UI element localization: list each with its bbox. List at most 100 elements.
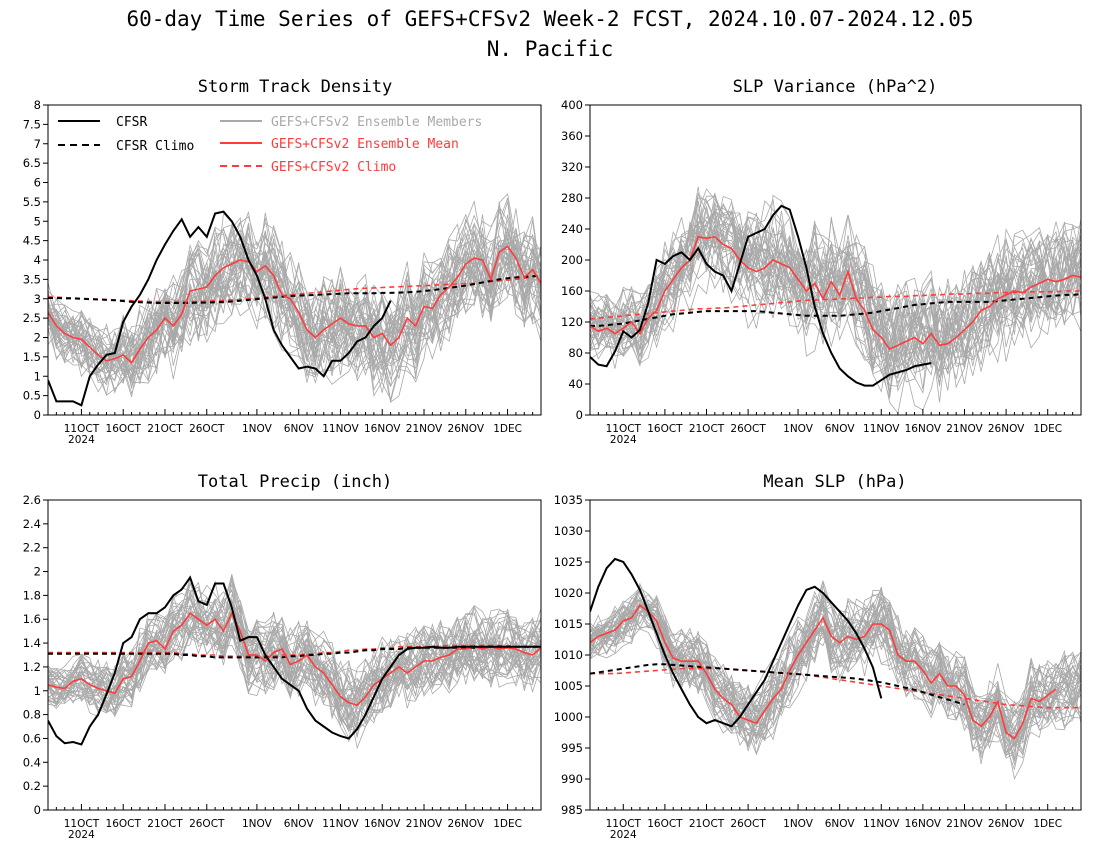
cfsr-climo-line (590, 663, 965, 706)
y-tick-label: 6.5 (23, 156, 41, 170)
cfsr-line (48, 210, 392, 407)
y-tick-label: 0 (576, 408, 583, 422)
y-tick-label: 1030 (554, 524, 583, 538)
x-tick-label: 21NOV (946, 423, 983, 435)
ensemble-members (48, 193, 541, 403)
y-tick-label: 2.4 (23, 517, 41, 531)
member-line (590, 210, 1081, 373)
member-line (48, 247, 541, 375)
member-line (590, 229, 1081, 393)
y-tick-label: 360 (561, 129, 583, 143)
x-tick-label: 16OCT (647, 818, 683, 830)
member-line (48, 620, 541, 740)
panel-title: Storm Track Density (198, 77, 392, 97)
y-tick-label: 320 (561, 160, 583, 174)
y-tick-label: 4.5 (23, 234, 41, 248)
member-line (48, 228, 541, 383)
y-tick-label: 7 (34, 137, 41, 151)
y-tick-label: 280 (561, 191, 583, 205)
figure-subtitle: N. Pacific (487, 37, 613, 61)
panel-title: Total Precip (inch) (198, 472, 392, 492)
y-tick-label: 2.2 (23, 541, 41, 555)
x-tick-label: 16NOV (364, 423, 401, 435)
y-tick-label: 0.8 (23, 708, 41, 722)
y-tick-label: 0 (34, 408, 41, 422)
plot-frame (47, 499, 542, 811)
x-tick-label: 21OCT (147, 423, 183, 435)
x-tick-label: 26OCT (730, 818, 766, 830)
panel-title: SLP Variance (hPa^2) (733, 77, 938, 97)
x-tick-year: 2024 (610, 829, 637, 841)
member-line (590, 627, 1081, 780)
x-tick-label: 11OCT (606, 423, 642, 435)
legend-label-cfsr: CFSR (116, 115, 147, 130)
x-tick-label: 6NOV (825, 423, 856, 435)
x-tick-label: 21OCT (689, 423, 725, 435)
y-tick-label: 8 (34, 98, 41, 112)
y-tick-label: 2.5 (23, 311, 41, 325)
y-tick-label: 1020 (554, 586, 583, 600)
x-tick-label: 1DEC (1033, 818, 1062, 830)
ens-mean-line (590, 235, 1081, 351)
ens-mean-line (590, 604, 1057, 740)
cfsr-climo-line (48, 274, 541, 304)
x-tick-label: 6NOV (284, 423, 315, 435)
x-tick-label: 26NOV (448, 818, 485, 830)
x-tick-label: 16NOV (905, 423, 942, 435)
member-line (48, 599, 541, 730)
y-tick-label: 1 (34, 369, 41, 383)
member-line (590, 188, 1081, 343)
gefs-climo-line (48, 274, 541, 303)
plot-area (48, 193, 541, 407)
y-tick-label: 990 (561, 772, 583, 786)
legend-label-gefs-climo: GEFS+CFSv2 Climo (271, 160, 396, 175)
member-line (48, 611, 541, 722)
ens-mean-line (48, 611, 541, 706)
x-tick-label: 11OCT (64, 818, 100, 830)
cfsr-line (590, 557, 883, 728)
ens-mean-line (48, 245, 541, 364)
y-tick-label: 5.5 (23, 195, 41, 209)
y-tick-label: 2 (34, 565, 41, 579)
y-tick-label: 1 (34, 684, 41, 698)
legend: CFSR CFSR Climo GEFS+CFSv2 Ensemble Memb… (58, 115, 482, 175)
y-tick-label: 200 (561, 253, 583, 267)
y-tick-label: 4 (34, 253, 41, 267)
y-tick-label: 3.5 (23, 272, 41, 286)
y-tick-label: 7.5 (23, 117, 41, 131)
member-line (590, 193, 1081, 356)
x-tick-label: 16NOV (364, 818, 401, 830)
x-tick-label: 16OCT (106, 818, 142, 830)
x-tick-year: 2024 (68, 434, 95, 446)
x-tick-label: 1NOV (242, 423, 273, 435)
member-line (48, 243, 541, 402)
x-tick-label: 26NOV (988, 818, 1025, 830)
legend-label-ens-mean: GEFS+CFSv2 Ensemble Mean (271, 137, 459, 152)
y-tick-label: 1.4 (23, 636, 41, 650)
member-line (48, 216, 541, 373)
y-tick-label: 1015 (554, 617, 583, 631)
x-tick-label: 1NOV (783, 423, 814, 435)
cfsr-climo-line (590, 293, 1081, 327)
x-tick-label: 16OCT (106, 423, 142, 435)
x-tick-label: 26OCT (189, 423, 225, 435)
x-tick-label: 1DEC (493, 423, 522, 435)
x-tick-label: 21NOV (406, 423, 443, 435)
ensemble-members (48, 574, 541, 750)
x-tick-label: 1DEC (1033, 423, 1062, 435)
cfsr-line (48, 575, 541, 746)
member-line (48, 598, 541, 703)
plot-area (590, 557, 1081, 780)
x-tick-label: 11OCT (606, 818, 642, 830)
member-line (48, 201, 541, 365)
y-tick-label: 2.6 (23, 493, 41, 507)
x-tick-label: 16OCT (647, 423, 683, 435)
x-tick-label: 11NOV (863, 423, 900, 435)
x-tick-label: 26OCT (730, 423, 766, 435)
member-line (590, 234, 1081, 372)
x-tick-label: 26NOV (988, 423, 1025, 435)
y-tick-label: 160 (561, 284, 583, 298)
member-line (48, 238, 541, 376)
member-line (48, 238, 541, 380)
